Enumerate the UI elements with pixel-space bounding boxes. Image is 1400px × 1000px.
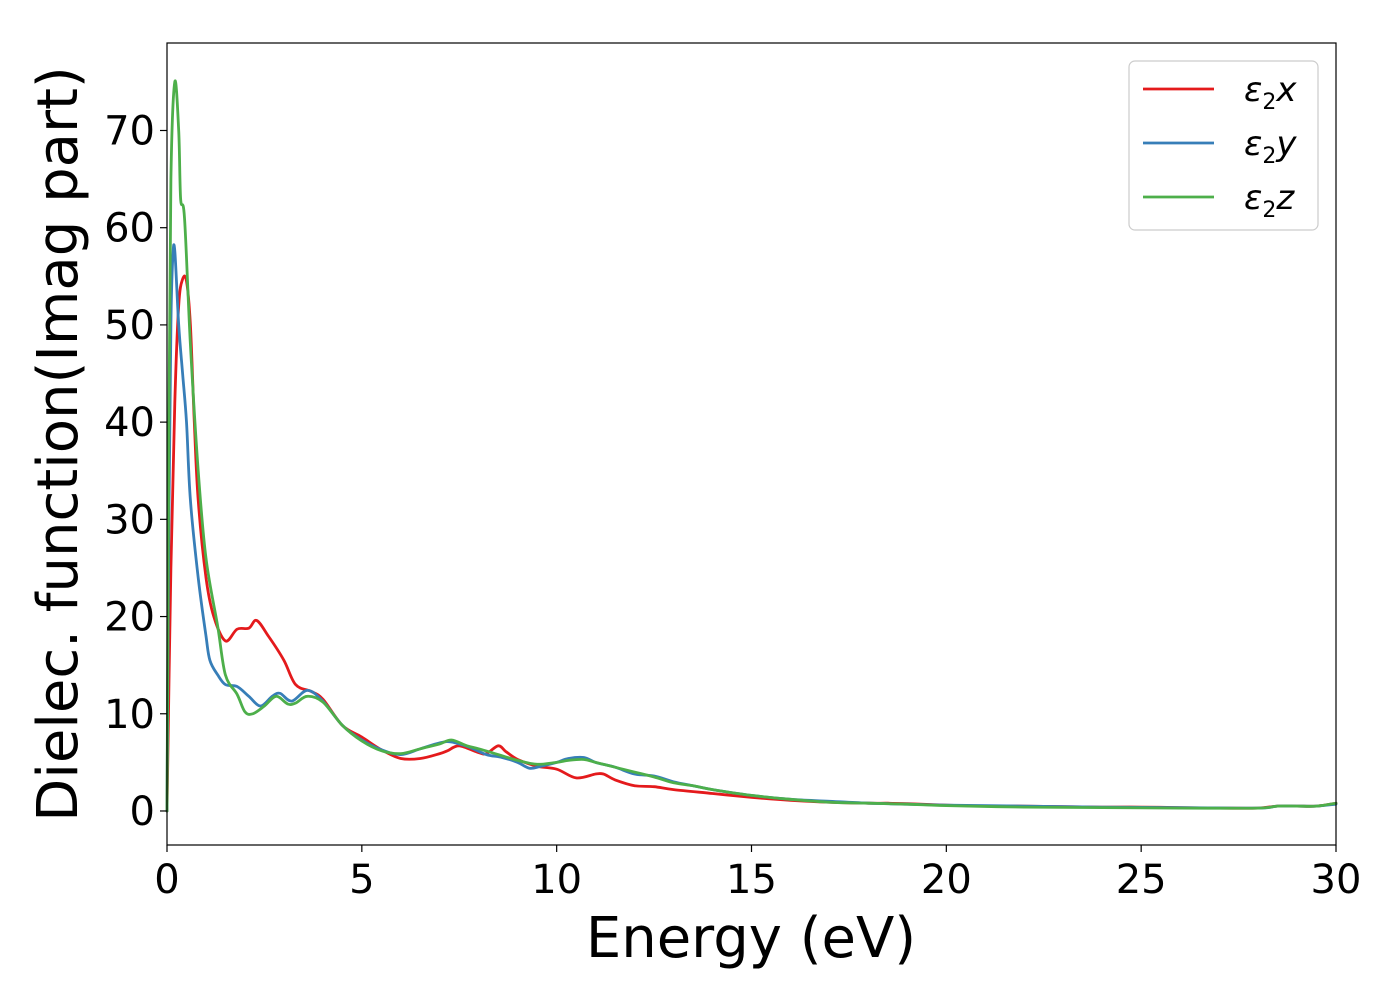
x-axis-title: Energy (eV): [586, 906, 916, 971]
y-tick-label: 60: [104, 206, 155, 252]
x-tick-label: 10: [531, 857, 582, 903]
y-tick-label: 70: [104, 108, 155, 154]
legend-label-z: ε2z: [1244, 178, 1295, 223]
x-axis: 0 5 10 15 20 25 30: [154, 845, 1361, 903]
y-tick-label: 20: [104, 595, 155, 641]
legend: ε2x ε2y ε2z: [1128, 60, 1319, 231]
legend-label-y: ε2y: [1244, 124, 1297, 169]
x-tick-label: 25: [1116, 857, 1167, 903]
x-tick-label: 5: [349, 857, 374, 903]
series-layer: [165, 79, 1338, 813]
y-axis-title: Dielec. function(Imag part): [26, 66, 91, 822]
series-line-z: [165, 79, 1338, 813]
y-tick-label: 10: [104, 692, 155, 738]
y-tick-label: 50: [104, 303, 155, 349]
x-tick-label: 20: [921, 857, 972, 903]
x-tick-label: 0: [154, 857, 179, 903]
y-tick-label: 40: [104, 400, 155, 446]
y-tick-label: 0: [130, 789, 155, 835]
y-tick-label: 30: [104, 497, 155, 543]
legend-items: ε2x ε2y ε2z: [1143, 70, 1297, 223]
y-axis: 0 10 20 30 40 50 60 70: [104, 108, 167, 835]
x-tick-label: 30: [1311, 857, 1362, 903]
legend-box: [1128, 60, 1319, 231]
series-line-x: [165, 274, 1338, 813]
legend-label-x: ε2x: [1244, 70, 1297, 115]
x-tick-label: 15: [726, 857, 777, 903]
